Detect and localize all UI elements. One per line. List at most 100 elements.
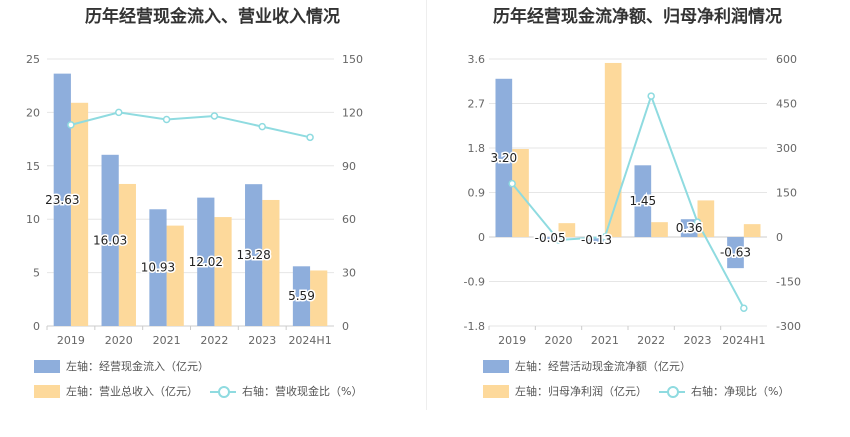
right-axis-tick-label: 30 <box>342 267 356 280</box>
x-axis-tick-label: 2024H1 <box>288 334 331 347</box>
x-axis-tick-label: 2022 <box>200 334 228 347</box>
line-point <box>258 122 266 131</box>
bar-revenue <box>214 217 232 326</box>
line-point <box>67 121 75 129</box>
bar-data-label: 10.93 <box>141 261 175 275</box>
legend-item-net-cash-ratio[interactable]: 右轴：净现比（%） <box>659 383 789 399</box>
bar-data-label: -0.13 <box>581 233 612 247</box>
right-axis-tick-label: 600 <box>776 53 797 66</box>
legend-label-net-profit: 左轴：归母净利润（亿元） <box>515 385 647 398</box>
line-point <box>508 179 516 188</box>
x-axis-tick-label: 2019 <box>57 334 85 347</box>
chart-panel-net-cash-profit: 历年经营现金流净额、归母净利润情况 -1.8 -0.9 0 0.9 1.8 2.7 3.6-… <box>425 0 850 437</box>
left-axis-tick-label: 1.8 <box>468 142 486 155</box>
left-axis-tick-label: 5 <box>33 267 40 280</box>
legend-swatch-net-cash-ratio <box>659 385 685 398</box>
bar-cash-inflow <box>53 73 71 327</box>
bar-cash-inflow <box>149 209 167 326</box>
chart-title: 历年经营现金流入、营业收入情况 <box>85 7 340 27</box>
chart-title: 历年经营现金流净额、归母净利润情况 <box>493 7 782 27</box>
line-point <box>601 233 609 241</box>
right-axis-tick-label: 90 <box>342 160 356 173</box>
left-axis-tick-label: 0 <box>33 320 40 333</box>
legend-swatch-net-profit <box>483 384 509 398</box>
left-axis-tick-label: -1.8 <box>464 320 485 333</box>
x-axis-tick-label: 2023 <box>248 334 276 347</box>
bar-data-label: 5.59 <box>288 289 315 303</box>
line-point <box>693 218 702 226</box>
legend-label-cash-inflow: 左轴：经营现金流入（亿元） <box>66 360 209 373</box>
right-axis-tick-label: 450 <box>776 98 797 111</box>
bar-net-operating-cash <box>727 237 744 269</box>
bar-cash-inflow <box>101 154 119 326</box>
legend-item-revenue-cash-ratio[interactable]: 右轴：营收现金比（%） <box>210 383 362 399</box>
cash-inflow-revenue-plot: 0 5 10 15 20 25 0 30 60 90 120 150 2019 2020 2021 2022 2… <box>26 53 363 347</box>
bar-data-label: 12.02 <box>189 255 223 269</box>
right-axis-tick-label: 150 <box>776 187 797 200</box>
left-axis-tick-label: 15 <box>26 160 40 173</box>
bar-data-label: 1.45 <box>629 194 656 208</box>
bar-data-label: 13.28 <box>236 248 270 262</box>
right-axis-tick-label: 300 <box>776 142 797 155</box>
right-axis-tick-label: 150 <box>342 53 363 66</box>
legend-label-net-cash-ratio: 右轴：净现比（%） <box>691 385 790 398</box>
left-axis-tick-label: 25 <box>26 53 40 66</box>
left-axis-tick-label: 0 <box>478 231 485 244</box>
legend-item-revenue[interactable]: 左轴：营业总收入（亿元） <box>34 383 198 399</box>
bar-data-label: 3.20 <box>490 151 517 165</box>
line-point <box>306 133 314 142</box>
left-axis-tick-label: 20 <box>26 106 40 119</box>
x-axis-tick-label: 2022 <box>637 334 665 347</box>
left-axis-tick-label: 0.9 <box>468 187 486 200</box>
bar-net-operating-cash <box>680 219 698 237</box>
right-axis-tick-label: 60 <box>342 213 356 226</box>
left-axis-tick-label: -0.9 <box>464 276 485 289</box>
bar-net-profit <box>651 222 668 237</box>
line-point <box>647 92 655 100</box>
bar-data-label: -0.05 <box>535 231 566 245</box>
x-axis-tick-label: 2024H1 <box>722 334 765 347</box>
bar-data-label: 0.36 <box>676 221 703 235</box>
legend-row-1: 左轴：经营现金流入（亿元） <box>34 357 221 375</box>
bar-net-operating-cash <box>495 78 513 238</box>
net-cash-profit-plot: -1.8 -0.9 0 0.9 1.8 2.7 3.6 -300 -150 0 150 300 450 6… <box>464 53 801 347</box>
bar-net-profit <box>558 223 576 237</box>
bar-cash-inflow <box>292 266 311 326</box>
bar-net-operating-cash <box>541 237 559 240</box>
right-axis-tick-label: -150 <box>776 276 801 289</box>
x-axis-tick-label: 2021 <box>591 334 619 347</box>
bar-revenue <box>166 225 184 326</box>
bar-revenue <box>310 270 328 326</box>
line-point <box>554 236 563 244</box>
legend-row-2: 左轴：营业总收入（亿元） 右轴：营收现金比（%） <box>34 382 374 400</box>
bar-data-label: -0.63 <box>720 246 751 260</box>
legend-swatch-net-operating-cash <box>483 359 509 373</box>
legend-swatch-revenue <box>34 384 60 398</box>
legend-swatch-revenue-cash-ratio <box>210 385 236 398</box>
bar-revenue <box>118 183 136 326</box>
bar-revenue <box>262 199 280 326</box>
x-axis-tick-label: 2023 <box>684 334 712 347</box>
x-axis-tick-label: 2021 <box>153 334 181 347</box>
legend-item-cash-inflow[interactable]: 左轴：经营现金流入（亿元） <box>34 358 209 374</box>
legend-swatch-cash-inflow <box>34 359 60 373</box>
bar-cash-inflow <box>245 184 263 326</box>
right-axis-tick-label: -300 <box>776 320 801 333</box>
right-axis-tick-label: 0 <box>776 231 783 244</box>
bar-net-operating-cash <box>634 165 652 237</box>
right-axis-tick-label: 0 <box>342 320 349 333</box>
bar-revenue <box>70 102 89 327</box>
legend-item-net-profit[interactable]: 左轴：归母净利润（亿元） <box>483 383 647 399</box>
x-axis-tick-label: 2020 <box>545 334 573 347</box>
legend-row-2: 左轴：归母净利润（亿元） 右轴：净现比（%） <box>483 382 801 400</box>
bar-data-label: 23.63 <box>45 193 79 207</box>
bar-net-operating-cash <box>588 237 605 244</box>
legend-item-net-operating-cash[interactable]: 左轴：经营活动现金流净额（亿元） <box>483 358 691 374</box>
left-axis-tick-label: 10 <box>26 213 40 226</box>
left-axis-tick-label: 2.7 <box>468 98 486 111</box>
line-point <box>115 108 123 117</box>
x-axis-tick-label: 2019 <box>498 334 526 347</box>
bar-net-profit <box>743 224 761 237</box>
left-axis-tick-label: 3.6 <box>468 53 486 66</box>
